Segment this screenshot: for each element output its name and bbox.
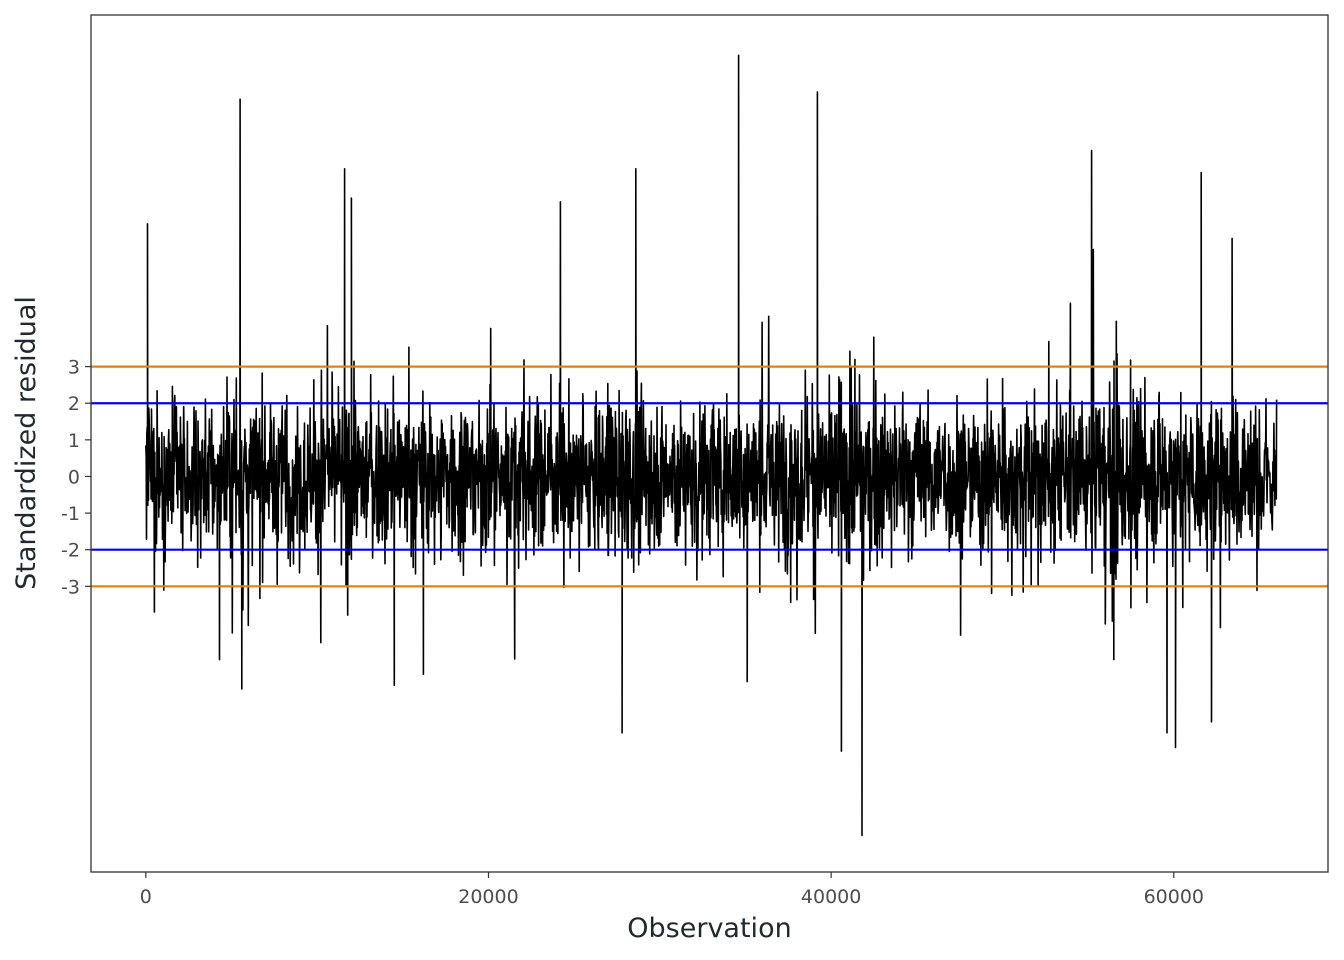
y-tick-label: 0	[68, 466, 80, 488]
y-tick-label: -2	[61, 540, 80, 562]
residual-series-line	[145, 54, 1278, 837]
y-tick-label: 1	[68, 430, 80, 452]
y-tick-label: -3	[61, 576, 80, 598]
x-axis: 0 20000 40000 60000	[140, 872, 1204, 908]
x-tick-label: 0	[140, 886, 152, 908]
series-line-group	[145, 54, 1278, 837]
x-axis-title: Observation	[627, 913, 791, 944]
plot-border	[90, 14, 1329, 873]
x-tick-label: 20000	[458, 886, 518, 908]
y-tick-label: -1	[61, 503, 80, 525]
reference-line-group	[91, 365, 1328, 588]
y-axis-title: Standardized residual	[11, 296, 42, 590]
y-tick-label: 3	[68, 357, 80, 379]
y-tick-label: 2	[68, 393, 80, 415]
x-tick-label: 60000	[1144, 886, 1204, 908]
x-tick-label: 40000	[801, 886, 861, 908]
y-axis: 3 2 1 0 -1 -2 -3	[61, 357, 91, 598]
